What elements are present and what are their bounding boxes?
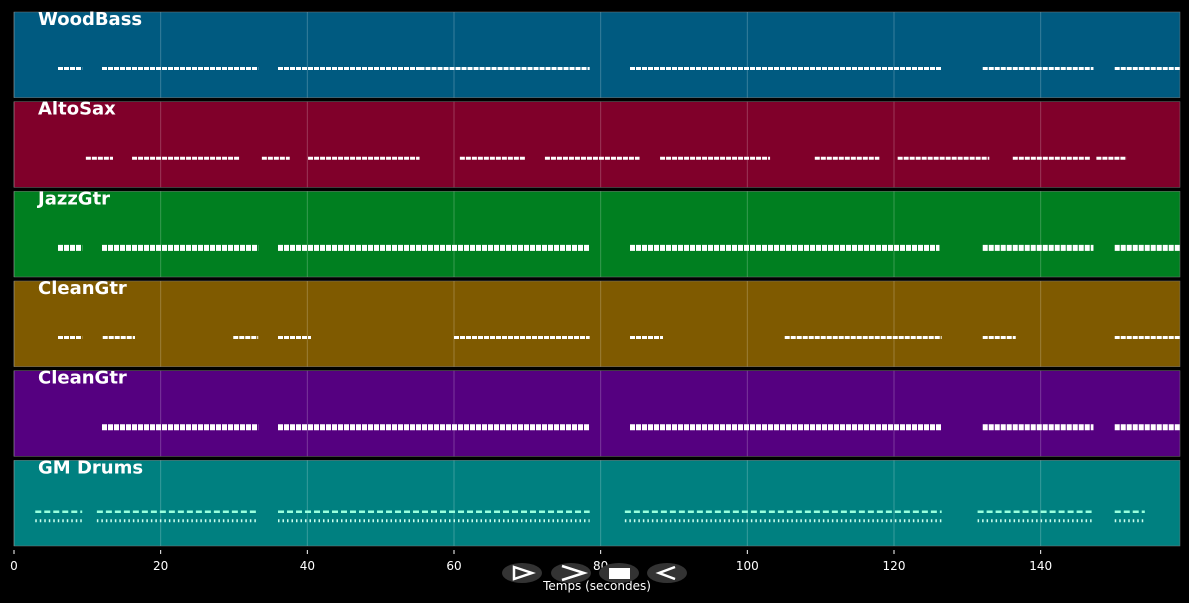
x-tick-label: 20 (153, 559, 168, 573)
track-band (13, 370, 1181, 457)
track-band (13, 280, 1181, 367)
track-name: WoodBass (38, 9, 142, 30)
track: WoodBass (13, 9, 1181, 98)
stop-button[interactable] (599, 563, 639, 583)
track-band (13, 460, 1181, 547)
x-axis-label: Temps (secondes) (542, 579, 651, 593)
playback-controls (502, 563, 687, 583)
track-name: GM Drums (38, 457, 143, 478)
note-segment (1114, 510, 1145, 523)
track: CleanGtr (13, 278, 1181, 367)
x-tick-label: 0 (10, 559, 18, 573)
x-tick-label: 40 (300, 559, 315, 573)
back-button[interactable] (647, 563, 687, 583)
x-tick-label: 140 (1029, 559, 1052, 573)
track: GM Drums (13, 457, 1181, 547)
forward-button[interactable] (551, 563, 591, 583)
note-segment (35, 510, 83, 523)
x-tick-label: 60 (446, 559, 461, 573)
note-segment (977, 510, 1094, 523)
track-name: CleanGtr (38, 368, 127, 389)
track: AltoSax (13, 99, 1181, 188)
track-band (13, 11, 1181, 98)
track-name: CleanGtr (38, 278, 127, 299)
note-segment (278, 510, 590, 523)
track: CleanGtr (13, 368, 1181, 457)
x-tick-label: 100 (736, 559, 759, 573)
track-band (13, 101, 1181, 188)
track: JazzGtr (13, 188, 1181, 278)
play-button[interactable] (502, 563, 542, 583)
note-segment (624, 510, 942, 523)
track-name: AltoSax (38, 99, 116, 120)
x-tick-label: 120 (883, 559, 906, 573)
track-name: JazzGtr (36, 188, 110, 209)
track-band (13, 191, 1181, 278)
